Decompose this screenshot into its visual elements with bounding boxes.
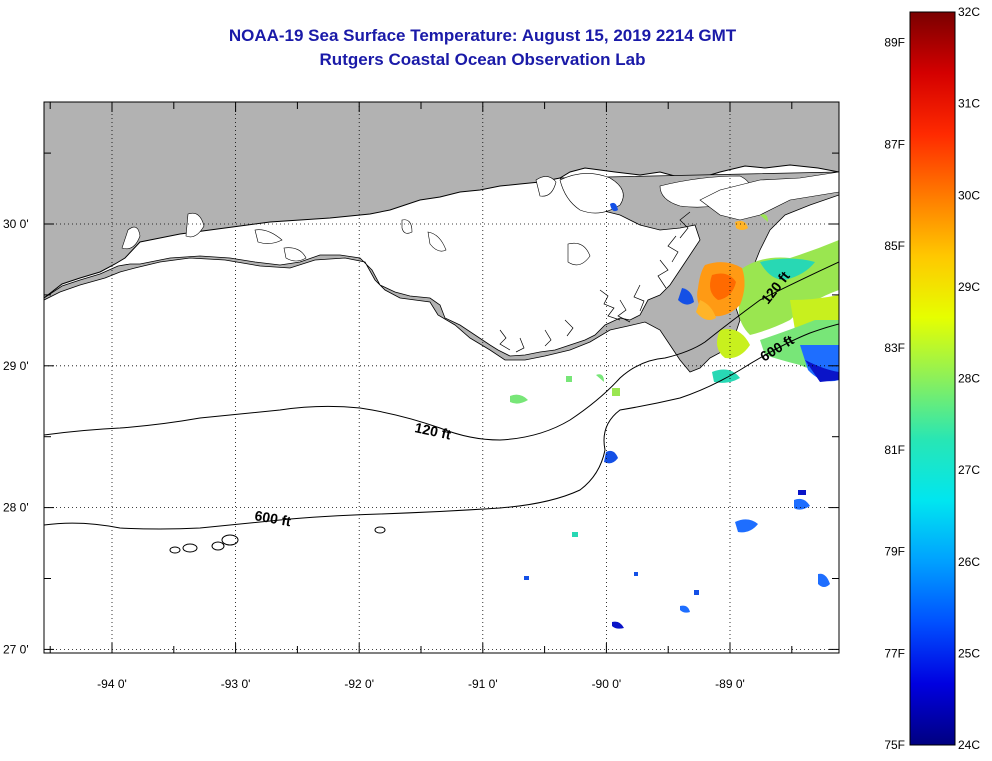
colorbar-f-label: 87F [884, 137, 905, 151]
contour-600ft-line [44, 323, 839, 530]
colorbar-f-label: 77F [884, 646, 905, 660]
depth-contours [44, 261, 839, 554]
colorbar-c-label: 28C [958, 372, 980, 386]
land-mass [44, 102, 839, 299]
contour-120ft-line [44, 261, 839, 441]
lakes [121, 171, 839, 266]
latitude-label: 27 0' [3, 642, 29, 656]
longitude-labels: -94 0' -93 0' -92 0' -91 0' -90 0' -89 0' [97, 677, 745, 691]
latitude-label: 29 0' [3, 359, 29, 373]
colorbar-f-label: 81F [884, 443, 905, 457]
frame-ticks [44, 102, 839, 653]
colorbar-c-label: 24C [958, 738, 980, 752]
colorbar-celsius-labels: 32C 31C 30C 29C 28C 27C 26C 25C 24C [958, 5, 980, 752]
colorbar-c-label: 31C [958, 97, 980, 111]
colorbar-c-label: 26C [958, 555, 980, 569]
colorbar-f-label: 89F [884, 36, 905, 50]
longitude-label: -92 0' [344, 677, 374, 691]
colorbar-c-label: 32C [958, 5, 980, 19]
title-line-2: Rutgers Coastal Ocean Observation Lab [319, 50, 646, 69]
title-line-1: NOAA-19 Sea Surface Temperature: August … [228, 26, 737, 45]
colorbar-c-label: 25C [958, 646, 980, 660]
colorbar [909, 11, 956, 746]
latitude-labels: 30 0' 29 0' 28 0' 27 0' [3, 217, 29, 656]
colorbar-fahrenheit-labels: 89F 87F 85F 83F 81F 79F 77F 75F [884, 36, 905, 752]
colorbar-c-label: 30C [958, 188, 980, 202]
latitude-label: 30 0' [3, 217, 29, 231]
contour-label-120-west: 120 ft [413, 419, 452, 442]
longitude-label: -89 0' [715, 677, 745, 691]
contour-label-600-west: 600 ft [253, 507, 292, 529]
colorbar-c-label: 27C [958, 463, 980, 477]
graticule [44, 102, 839, 653]
latitude-label: 28 0' [3, 501, 29, 515]
map-frame [43, 101, 840, 654]
colorbar-f-label: 85F [884, 239, 905, 253]
longitude-label: -91 0' [468, 677, 498, 691]
longitude-label: -90 0' [592, 677, 622, 691]
longitude-label: -94 0' [97, 677, 127, 691]
colorbar-f-label: 75F [884, 738, 905, 752]
delta-land [44, 171, 839, 373]
longitude-label: -93 0' [221, 677, 251, 691]
sst-patches [510, 202, 839, 629]
colorbar-c-label: 29C [958, 280, 980, 294]
colorbar-f-label: 83F [884, 341, 905, 355]
marsh-fringe [499, 211, 691, 353]
colorbar-f-label: 79F [884, 545, 905, 559]
